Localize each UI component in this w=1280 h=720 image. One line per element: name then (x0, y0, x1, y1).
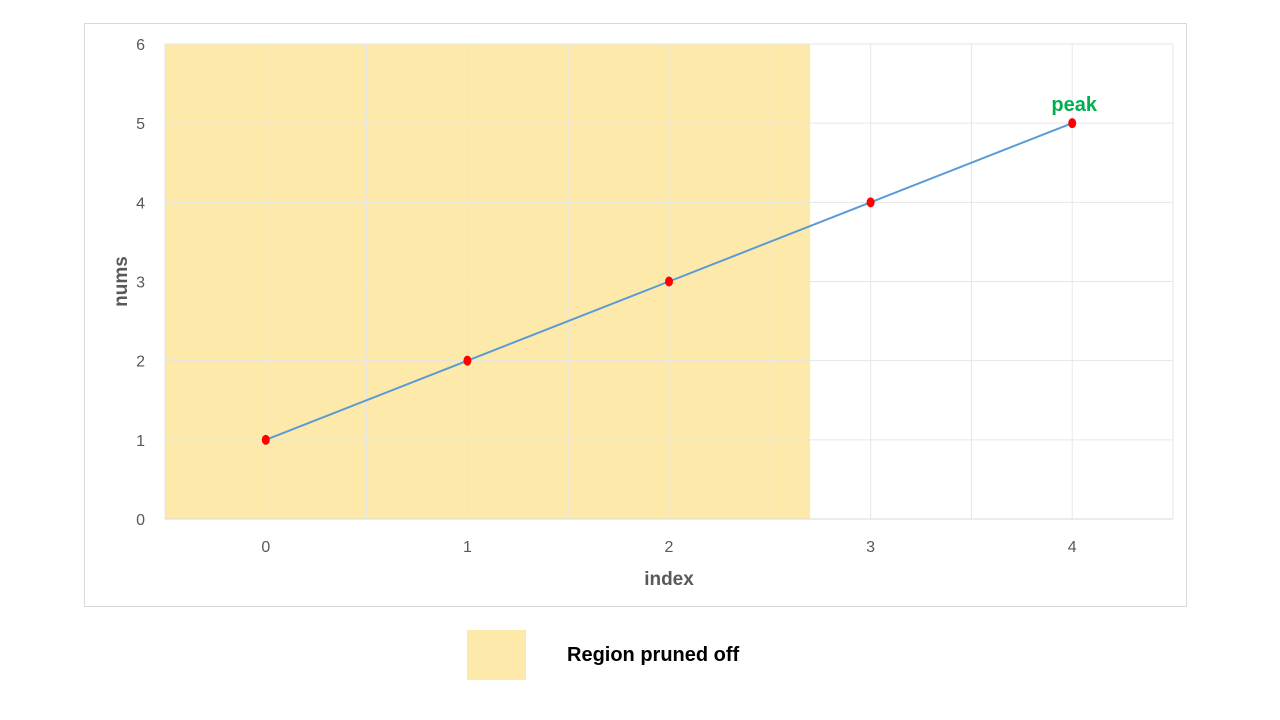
data-point (1068, 118, 1077, 129)
x-tick-label: 0 (261, 539, 270, 556)
data-point (463, 355, 472, 366)
data-point (866, 197, 875, 208)
y-tick-label: 1 (136, 433, 145, 450)
x-tick-label: 1 (463, 539, 472, 556)
data-point (261, 434, 270, 445)
legend: Region pruned off (467, 630, 739, 680)
y-tick-label: 6 (136, 37, 145, 54)
y-tick-label: 2 (136, 354, 145, 371)
y-tick-label: 0 (136, 512, 145, 529)
x-axis-title: index (644, 569, 694, 590)
y-tick-label: 3 (136, 275, 145, 292)
data-markers (261, 118, 1077, 445)
data-point (665, 276, 673, 287)
peak-annotation: peak (1051, 94, 1097, 116)
x-tick-label: 2 (665, 539, 674, 556)
y-axis-title: nums (111, 256, 132, 307)
line-chart: 0 1 2 3 4 5 6 0 1 2 3 4 index nums peak (111, 37, 1174, 590)
y-tick-labels: 0 1 2 3 4 5 6 (136, 37, 145, 529)
x-tick-label: 4 (1068, 539, 1077, 556)
legend-swatch (467, 630, 526, 680)
legend-label: Region pruned off (567, 643, 740, 666)
x-tick-label: 3 (866, 539, 875, 556)
chart-area: 0 1 2 3 4 5 6 0 1 2 3 4 index nums peak (84, 23, 1187, 607)
x-tick-labels: 0 1 2 3 4 (261, 539, 1076, 556)
y-tick-label: 4 (136, 195, 145, 212)
y-tick-label: 5 (136, 116, 145, 133)
